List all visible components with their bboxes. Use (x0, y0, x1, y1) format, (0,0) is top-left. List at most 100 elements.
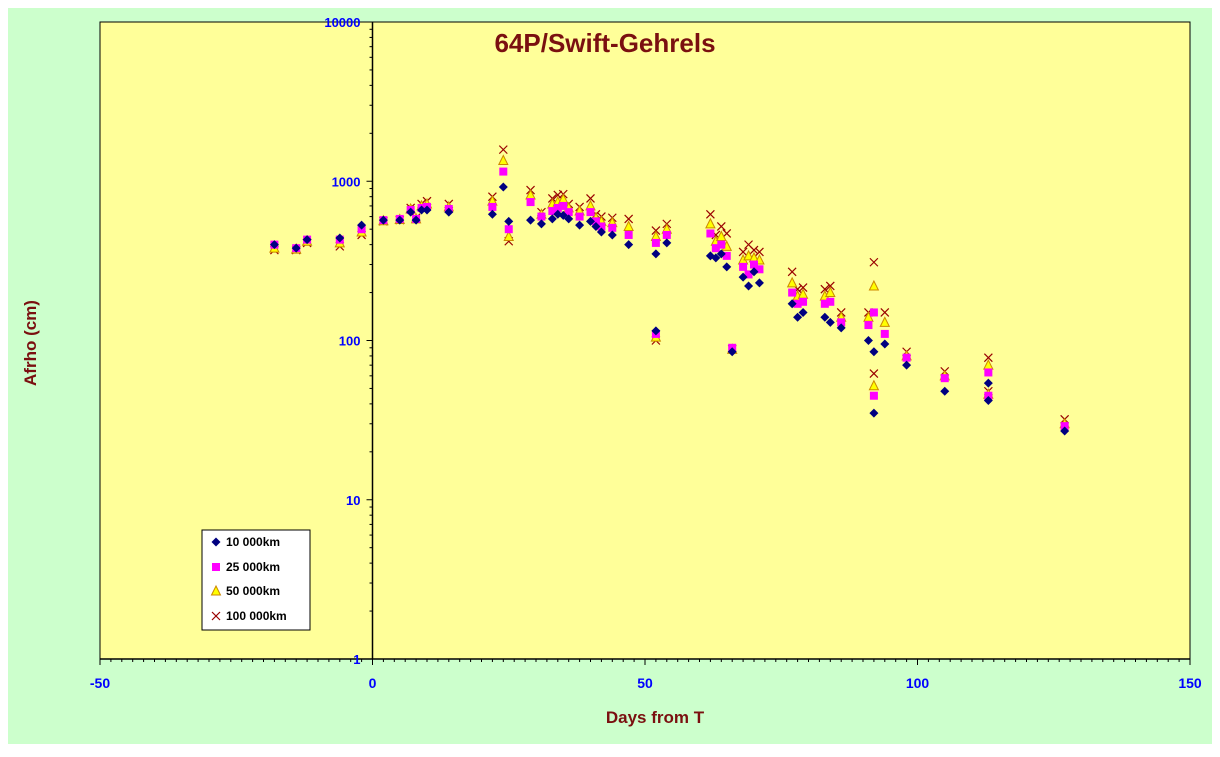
data-point (869, 391, 878, 400)
data-point (983, 378, 993, 388)
cross-stroke (755, 247, 764, 257)
data-point (651, 326, 661, 336)
cross-stroke (211, 611, 221, 621)
data-point (564, 208, 573, 217)
data-point (738, 272, 748, 282)
data-point (499, 167, 508, 176)
data-point (497, 154, 509, 165)
data-point (749, 245, 759, 255)
legend-marker (210, 584, 222, 596)
data-point (498, 145, 508, 155)
cross-stroke (738, 247, 748, 257)
legend-label: 50 000km (226, 584, 280, 598)
data-point (548, 207, 557, 216)
x-tick-label: 50 (637, 675, 653, 691)
data-point (504, 216, 514, 226)
cross-stroke (787, 267, 797, 277)
data-point (739, 262, 748, 271)
data-point (984, 368, 993, 377)
cross-stroke (498, 145, 508, 155)
data-point (825, 317, 835, 327)
data-point (504, 225, 513, 234)
data-point (799, 297, 808, 306)
data-point (798, 307, 808, 317)
cross-stroke (624, 214, 634, 224)
data-point (716, 222, 726, 231)
data-point (651, 249, 661, 259)
data-point (586, 208, 595, 217)
data-point (722, 251, 731, 260)
data-point (1060, 426, 1070, 436)
data-point (553, 203, 562, 212)
chart-title: 64P/Swift-Gehrels (494, 28, 715, 58)
data-point (738, 247, 748, 257)
cross-stroke (744, 240, 753, 250)
data-point (537, 212, 546, 221)
data-point (824, 286, 836, 298)
data-point (487, 209, 497, 219)
data-point (793, 299, 802, 308)
data-point (444, 207, 454, 217)
data-point (302, 235, 312, 245)
data-point (395, 215, 405, 225)
data-point (880, 329, 889, 338)
legend-box (201, 529, 311, 631)
cross-stroke (553, 190, 563, 200)
legend: 10 000km 25 000km 50 000km 100 000km (201, 529, 311, 631)
data-point (417, 205, 427, 215)
data-point (705, 209, 715, 219)
x-tick-label: 0 (369, 675, 377, 691)
data-point (788, 288, 797, 297)
data-point (727, 347, 737, 357)
data-point (902, 360, 912, 370)
data-point (826, 297, 835, 306)
data-point (820, 299, 829, 308)
data-point (787, 267, 797, 277)
data-point (526, 215, 536, 225)
legend-marker (211, 537, 221, 547)
cross-stroke (716, 222, 726, 231)
data-point (591, 217, 600, 226)
data-point (786, 276, 798, 288)
data-point (586, 194, 595, 203)
data-point (269, 240, 279, 250)
data-point (586, 216, 595, 226)
data-point (869, 347, 879, 357)
data-point (984, 391, 993, 400)
data-point (623, 220, 634, 231)
data-point (526, 198, 535, 207)
data-point (940, 386, 950, 396)
data-point (411, 215, 421, 225)
data-point (651, 238, 660, 247)
data-point (787, 299, 797, 309)
data-point (607, 230, 617, 240)
data-point (755, 265, 764, 274)
cross-stroke (869, 257, 879, 267)
data-point (983, 353, 993, 363)
cross-stroke (983, 353, 993, 363)
y-tick-label: 10000 (324, 15, 360, 30)
data-point (715, 230, 727, 241)
legend-marker (211, 611, 221, 621)
data-point (422, 205, 432, 215)
data-point (536, 219, 546, 229)
data-point (880, 339, 890, 349)
x-tick-label: -50 (90, 675, 110, 691)
cross-stroke (798, 283, 808, 292)
data-point (750, 260, 758, 269)
data-point (503, 230, 515, 241)
data-point (564, 214, 574, 224)
legend-label: 100 000km (226, 609, 287, 623)
cross-stroke (586, 194, 595, 203)
cross-stroke (749, 245, 759, 255)
data-point (406, 207, 416, 217)
data-point (575, 220, 585, 230)
y-tick-label: 1000 (332, 174, 361, 189)
x-tick-label: 100 (906, 675, 930, 691)
data-point (825, 281, 835, 291)
data-point (575, 212, 584, 221)
data-point (869, 308, 878, 317)
cross-stroke (880, 308, 890, 317)
legend-marker-square (212, 563, 220, 571)
